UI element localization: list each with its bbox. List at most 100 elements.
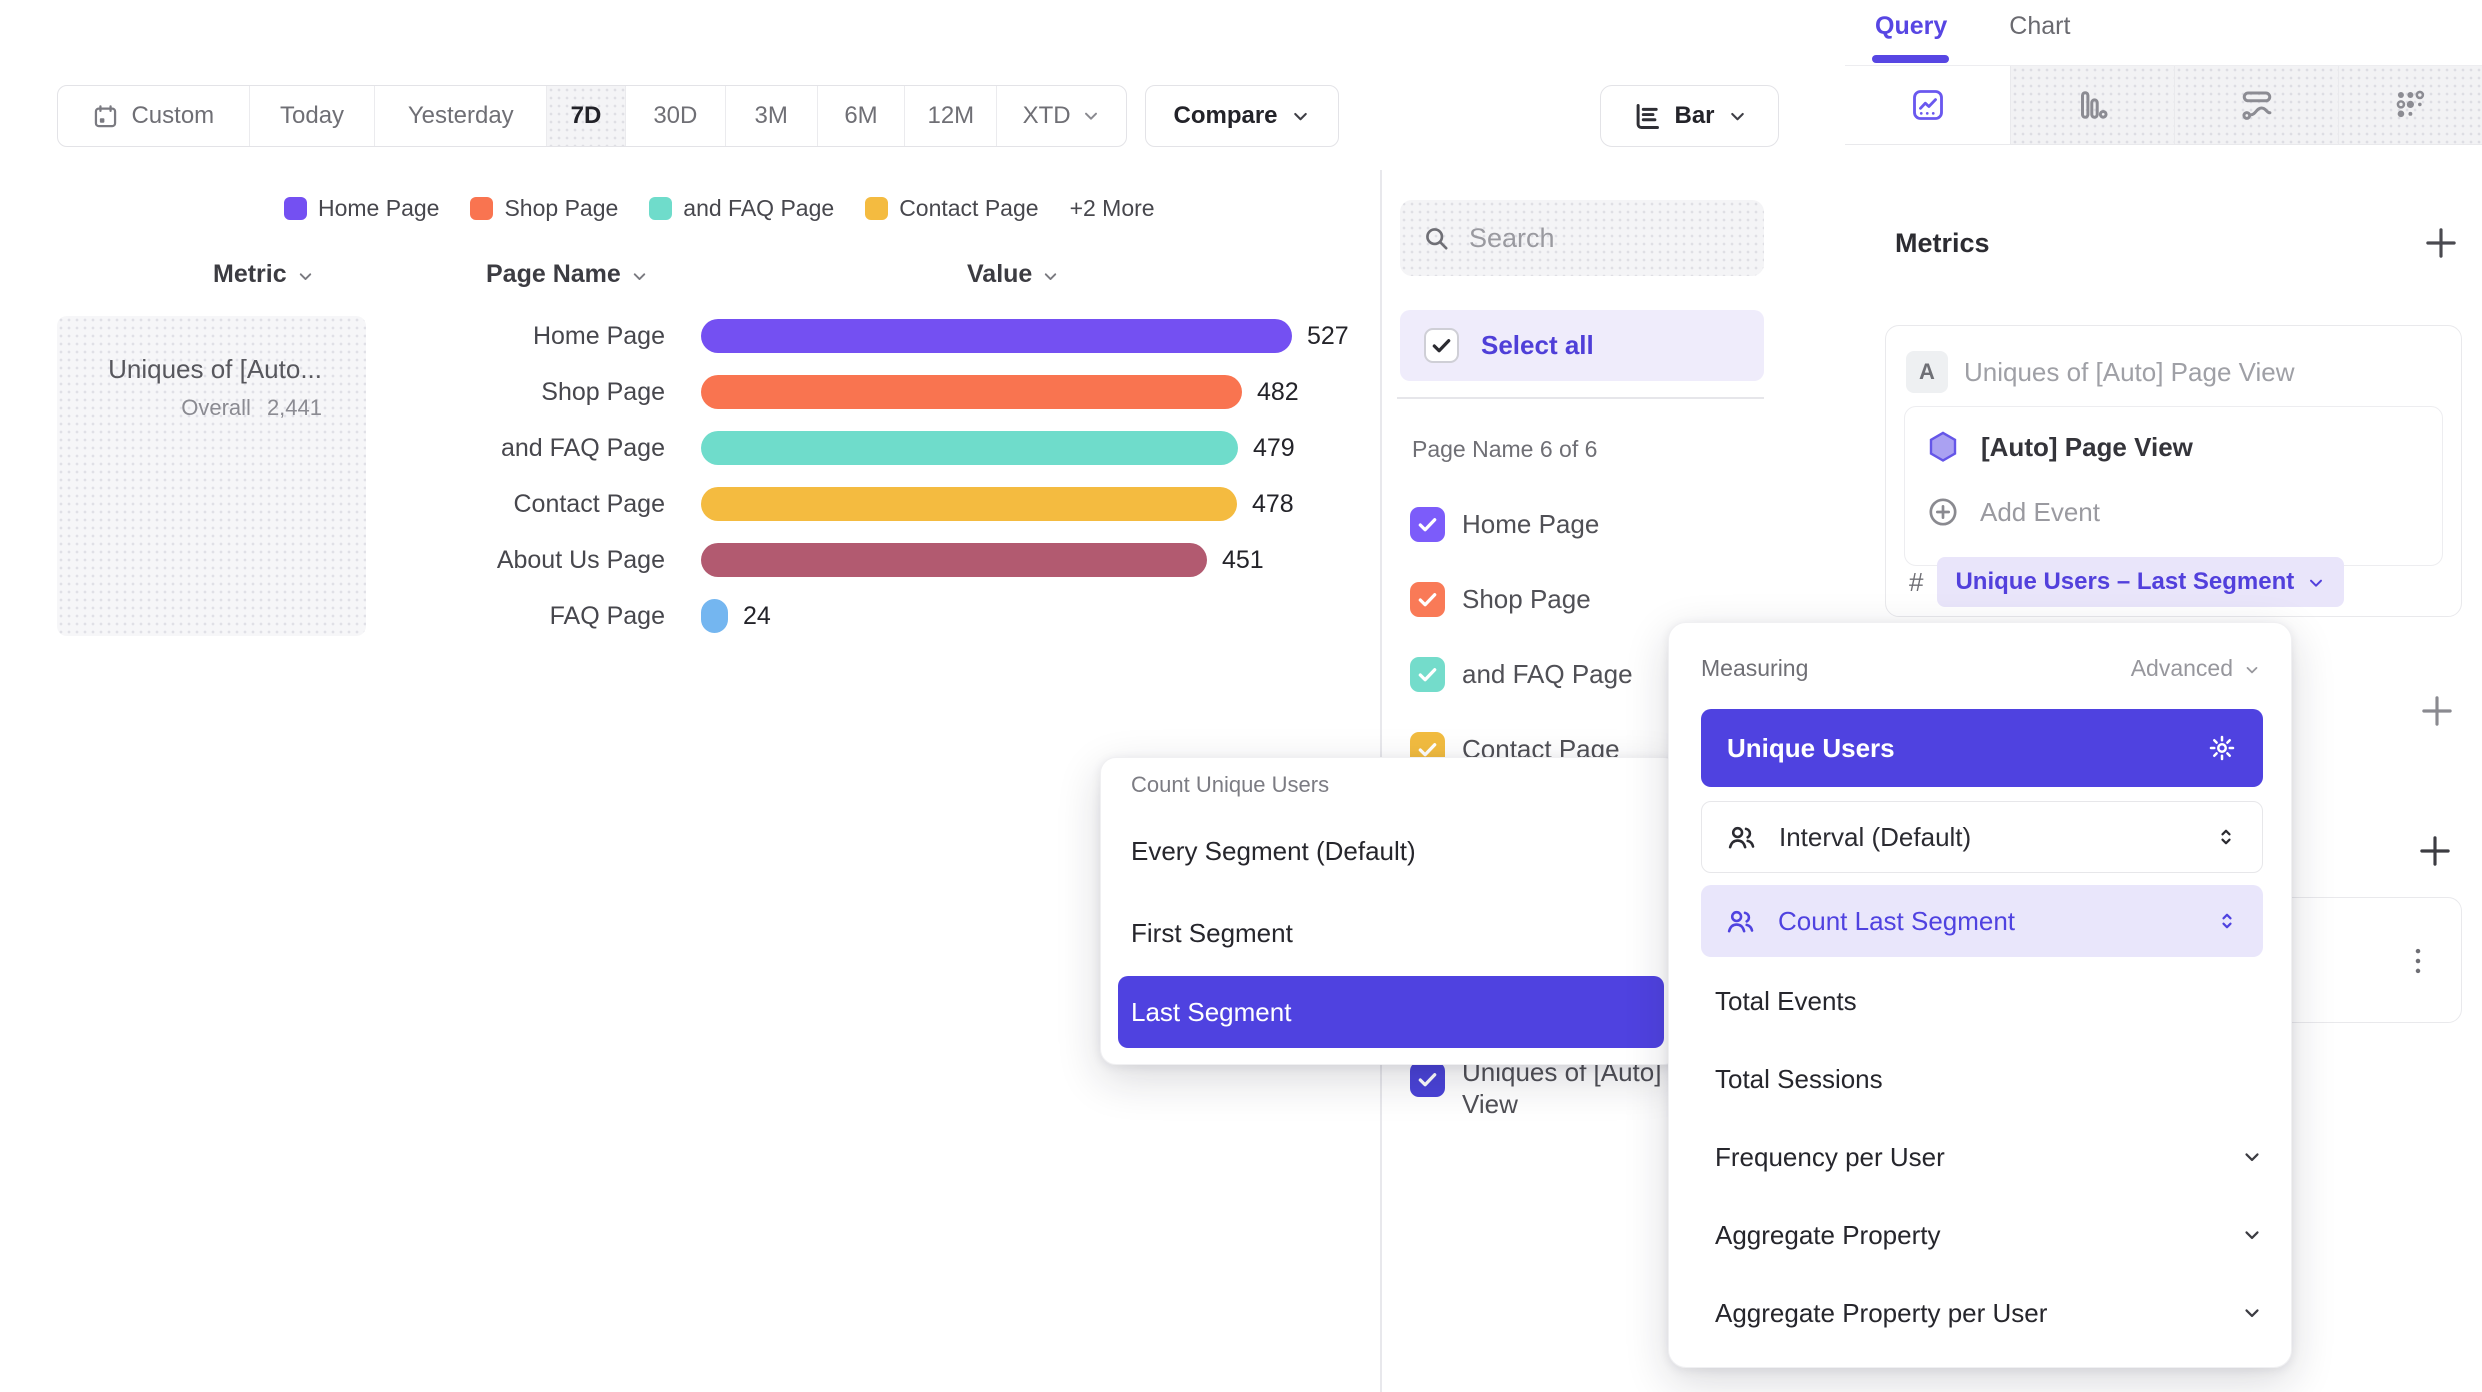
advanced-toggle[interactable]: Advanced [2131, 655, 2261, 682]
date-range-xtd[interactable]: XTD [996, 86, 1126, 146]
count-option-first-segment[interactable]: First Segment [1131, 918, 1293, 948]
event-card: [Auto] Page View Add Event [1904, 406, 2443, 566]
checkbox[interactable] [1410, 507, 1445, 542]
chart-type-tab-bar-chart[interactable] [2011, 66, 2175, 144]
chart-bar-value: 527 [1307, 321, 1349, 350]
legend-item[interactable]: Shop Page [470, 195, 618, 222]
chart-type-tab-retention[interactable] [2339, 66, 2482, 144]
count-option-every-segment-default[interactable]: Every Segment (Default) [1131, 836, 1416, 866]
date-range-label: 7D [570, 102, 602, 129]
measuring-option-total-sessions[interactable]: Total Sessions [1715, 1062, 2263, 1096]
chart-bar[interactable] [701, 487, 1237, 521]
column-header-value[interactable]: Value [967, 260, 1060, 289]
measuring-option-aggregate-property[interactable]: Aggregate Property [1715, 1218, 2263, 1252]
count-option-last-segment[interactable]: Last Segment [1118, 976, 1664, 1048]
chart-bar[interactable] [701, 375, 1242, 409]
chart-bar[interactable] [701, 431, 1238, 465]
measurement-row: # Unique Users – Last Segment [1909, 557, 2345, 607]
add-metric-button[interactable] [2420, 222, 2462, 269]
tab-chart[interactable]: Chart [2009, 12, 2071, 40]
metric-a-header[interactable]: A Uniques of [Auto] Page View [1906, 351, 2295, 393]
chevron-down-icon [630, 267, 649, 286]
chevron-down-icon [296, 267, 315, 286]
measuring-option-total-events[interactable]: Total Events [1715, 984, 2263, 1018]
column-header-page-name[interactable]: Page Name [486, 260, 649, 289]
checkbox[interactable] [1410, 582, 1445, 617]
date-range-12m[interactable]: 12M [904, 86, 996, 146]
legend-more-label[interactable]: +2 More [1069, 195, 1155, 221]
compare-label: Compare [1173, 102, 1278, 129]
date-range-label: 12M [927, 102, 975, 129]
chart-row: About Us Page 451 [0, 532, 1380, 588]
legend-swatch [865, 197, 889, 220]
people-icon [1726, 822, 1757, 853]
chevron-down-icon [1081, 106, 1101, 126]
measuring-option-frequency-per-user[interactable]: Frequency per User [1715, 1140, 2263, 1174]
date-range-label: XTD [1022, 102, 1071, 129]
chart-style-button[interactable]: Bar [1600, 85, 1779, 147]
date-range-today[interactable]: Today [248, 86, 375, 146]
date-range-7d[interactable]: 7D [546, 86, 625, 146]
legend-item[interactable]: Contact Page [865, 195, 1039, 222]
metric-summary-card[interactable]: Uniques of [Auto... Overall 2,441 [57, 316, 366, 636]
retention-icon [2393, 87, 2429, 123]
chart-bar[interactable] [701, 599, 728, 633]
filter-item-label: Shop Page [1462, 584, 1591, 614]
legend-item[interactable]: Home Page [284, 195, 439, 222]
filter-item-home-page[interactable]: Home Page [1380, 487, 1845, 562]
chart-type-tab-insights[interactable] [1845, 66, 2011, 144]
search-input[interactable]: Search [1400, 200, 1764, 276]
add-filter-button[interactable] [2416, 690, 2458, 737]
chart-bar[interactable] [701, 543, 1207, 577]
sidebar-tabs: Query Chart [1875, 12, 2070, 41]
filter-item-and-faq-page[interactable]: and FAQ Page [1380, 637, 1845, 712]
add-breakdown-button[interactable] [2414, 830, 2456, 877]
filter-item-shop-page[interactable]: Shop Page [1380, 562, 1845, 637]
date-range-3m[interactable]: 3M [724, 86, 817, 146]
date-range-6m[interactable]: 6M [816, 86, 905, 146]
metric-a-card: A Uniques of [Auto] Page View [Auto] Pag… [1885, 325, 2462, 617]
chart-row-label: Home Page [532, 321, 665, 350]
add-event-button[interactable]: Add Event [1925, 495, 2100, 529]
checkbox[interactable] [1410, 1062, 1445, 1097]
column-header-metric[interactable]: Metric [213, 260, 315, 289]
search-placeholder: Search [1469, 222, 1555, 253]
select-all-checkbox[interactable] [1424, 328, 1459, 363]
date-range-30d[interactable]: 30D [624, 86, 725, 146]
count-segment-selector[interactable]: Count Last Segment [1701, 885, 2263, 957]
compare-button[interactable]: Compare [1145, 85, 1339, 147]
chart-type-tab-flow[interactable] [2175, 66, 2339, 144]
kebab-menu-icon[interactable] [2401, 930, 2435, 992]
chart-bar[interactable] [701, 319, 1292, 353]
measuring-option-label: Aggregate Property [1715, 1219, 1941, 1250]
chart-row-label: Contact Page [513, 489, 666, 518]
select-all-row[interactable]: Select all [1400, 310, 1764, 381]
measuring-option-unique-users[interactable]: Unique Users [1701, 709, 2263, 787]
metric-a-label: Uniques of [Auto] Page View [1964, 356, 2295, 387]
add-circle-icon [1926, 495, 1960, 529]
chevron-down-icon [2243, 661, 2261, 679]
legend-label: Contact Page [899, 195, 1039, 221]
chevron-down-icon [2306, 573, 2326, 593]
chevron-down-icon [2241, 1146, 2263, 1168]
date-range-group: Custom Today Yesterday 7D 30D 3M 6M 12M XTD [57, 85, 1127, 147]
checkbox[interactable] [1410, 657, 1445, 692]
tab-query[interactable]: Query [1875, 12, 1948, 40]
bar-chart: Home Page 527 Shop Page 482 and FAQ Page 479 C… [0, 308, 1380, 644]
measurement-pill[interactable]: Unique Users – Last Segment [1937, 557, 2345, 607]
gear-icon[interactable] [2207, 733, 2237, 763]
date-range-yesterday[interactable]: Yesterday [374, 86, 546, 146]
event-row[interactable]: [Auto] Page View [1925, 429, 2193, 465]
legend-item[interactable]: and FAQ Page [649, 195, 834, 222]
interval-selector[interactable]: Interval (Default) [1701, 801, 2263, 873]
measuring-option-aggregate-property-per-user[interactable]: Aggregate Property per User [1715, 1296, 2263, 1330]
date-range-label: Custom [131, 102, 215, 129]
legend-swatch [470, 197, 494, 220]
measuring-option-label: Aggregate Property per User [1715, 1297, 2048, 1328]
chart-row: Home Page 527 [0, 308, 1380, 364]
people-icon [1725, 906, 1756, 937]
chart-type-strip [1845, 65, 2482, 145]
filter-item-label: and FAQ Page [1462, 659, 1633, 689]
date-range-custom[interactable]: Custom [58, 86, 249, 146]
chart-row-label: Shop Page [541, 377, 665, 406]
